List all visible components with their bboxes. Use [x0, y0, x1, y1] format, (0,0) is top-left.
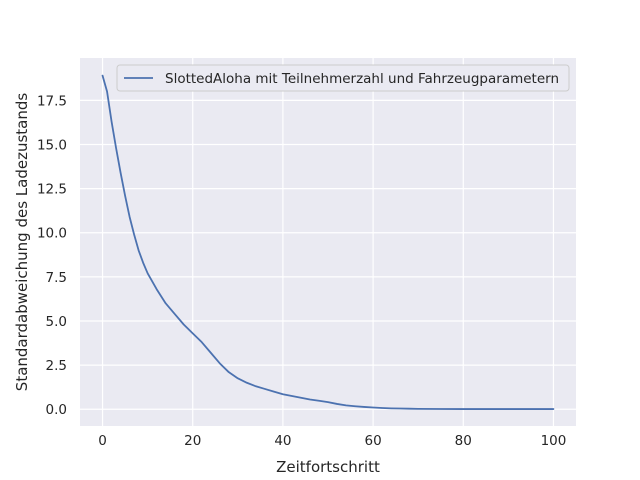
y-tick-label: 12.5 — [37, 182, 67, 198]
series-line-0 — [101, 74, 555, 410]
x-tick-label: 60 — [364, 433, 381, 449]
y-tick-label: 5.0 — [46, 314, 67, 330]
y-tick-label: 2.5 — [46, 358, 67, 374]
y-tick-label: 17.5 — [37, 93, 67, 109]
y-tick-label: 15.0 — [37, 137, 67, 153]
y-axis-ticks: 0.0 2.5 5.0 7.5 10.0 12.5 15.0 17.5 — [37, 93, 67, 418]
legend: SlottedAloha mit Teilnehmerzahl und Fahr… — [116, 64, 570, 92]
x-axis-label: Zeitfortschritt — [276, 458, 380, 476]
x-tick-label: 0 — [98, 433, 107, 449]
y-tick-label: 10.0 — [37, 226, 67, 242]
legend-label: SlottedAloha mit Teilnehmerzahl und Fahr… — [165, 71, 559, 87]
x-axis-ticks: 0 20 40 60 80 100 — [98, 433, 566, 449]
series-layer — [101, 74, 555, 410]
y-axis-label: Standardabweichung des Ladezustands — [13, 93, 31, 392]
plot-background — [80, 58, 576, 426]
legend-box — [116, 64, 570, 92]
x-tick-label: 100 — [541, 433, 567, 449]
x-tick-label: 80 — [455, 433, 472, 449]
x-tick-label: 20 — [184, 433, 201, 449]
x-tick-label: 40 — [274, 433, 291, 449]
grid-horizontal — [80, 99, 576, 410]
y-tick-label: 7.5 — [46, 270, 67, 286]
y-tick-label: 0.0 — [46, 402, 67, 418]
